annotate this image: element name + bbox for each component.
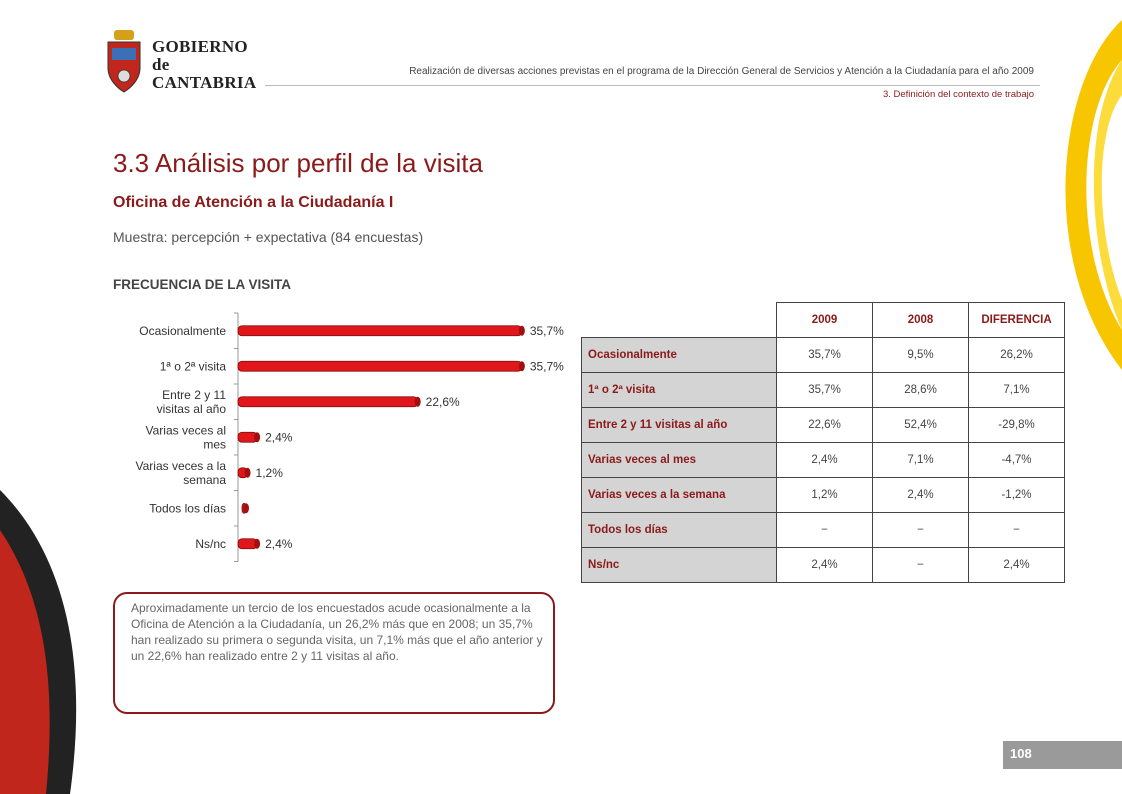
category-label: Todos los días [149,501,226,515]
table-row: Todos los días − − − [581,512,1065,548]
cell-diferencia: − [968,512,1065,548]
chart-bar-cap [244,467,251,478]
cell-diferencia: 26,2% [968,337,1065,373]
table-header-row: 2009 2008 DIFERENCIA [581,302,1065,338]
header-section-label: 3. Definición del contexto de trabajo [882,89,1034,100]
cantabria-logo [104,28,254,98]
table-row: Entre 2 y 11 visitas al año 22,6% 52,4% -29… [581,407,1065,443]
summary-box: Aproximadamente un tercio de los encuest… [113,592,555,714]
cell-diferencia: -1,2% [968,477,1065,513]
category-label: Ocasionalmente [139,324,226,338]
chart-bar [237,360,523,372]
decorative-right-swoosh [1065,20,1122,370]
logo-line-3: CANTABRIA [152,73,257,92]
chart-bar [237,325,523,337]
cell-2009: 1,2% [776,477,873,513]
summary-text: Aproximadamente un tercio de los encuest… [131,601,543,663]
cell-diferencia: 7,1% [968,372,1065,408]
table-corner-cell [581,302,777,338]
row-label: Ocasionalmente [581,337,777,373]
cell-diferencia: -4,7% [968,442,1065,478]
table-row: 1ª o 2ª visita 35,7% 28,6% 7,1% [581,372,1065,408]
category-label: 1ª o 2ª visita [160,359,227,373]
data-label: 35,7% [530,324,564,338]
chart-bar-cap [254,538,261,549]
coat-of-arms-icon [107,30,141,93]
comparison-table: 2009 2008 DIFERENCIA Ocasionalmente 35,7%… [581,302,1065,583]
page-number: 108 [1010,746,1032,761]
logo-line-1: GOBIERNO [152,37,248,56]
chart-bar [237,396,419,408]
data-label: 2,4% [265,430,293,444]
cell-2008: 7,1% [872,442,969,478]
data-label: 1,2% [256,466,284,480]
column-header-diferencia: DIFERENCIA [968,302,1065,338]
table-body: Ocasionalmente 35,7% 9,5% 26,2% 1ª o 2ª visi… [581,337,1065,583]
data-label: 35,7% [530,359,564,373]
cell-2008: 28,6% [872,372,969,408]
chart-bar-cap [254,432,261,443]
column-header-2008: 2008 [872,302,969,338]
decorative-left-swoosh [0,490,77,794]
sample-note: Muestra: percepción + expectativa (84 en… [113,229,424,245]
table-row: Varias veces al mes 2,4% 7,1% -4,7% [581,442,1065,478]
logo-wordmark: GOBIERNO de CANTABRIA [152,38,256,92]
table-row: Ocasionalmente 35,7% 9,5% 26,2% [581,337,1065,373]
row-label: Ns/nc [581,547,777,583]
chart-bar-cap [518,361,525,372]
page-title: 3.3 Análisis por perfil de la visita [113,148,483,178]
cell-2009: 35,7% [776,337,873,373]
cell-2009: 35,7% [776,372,873,408]
logo-line-2: de [152,55,170,74]
cell-diferencia: 2,4% [968,547,1065,583]
header-divider [265,85,1040,86]
chart-bar-cap [518,325,525,336]
row-label: Varias veces a la semana [581,477,777,513]
category-label: Ns/nc [195,537,226,551]
cell-2009: 2,4% [776,547,873,583]
row-label: Varias veces al mes [581,442,777,478]
row-label: 1ª o 2ª visita [581,372,777,408]
cell-2008: 52,4% [872,407,969,443]
table-row: Varias veces a la semana 1,2% 2,4% -1,2% [581,477,1065,513]
cell-2008: − [872,512,969,548]
data-label: 22,6% [426,395,460,409]
cell-diferencia: -29,8% [968,407,1065,443]
cell-2008: − [872,547,969,583]
column-header-2009: 2009 [776,302,873,338]
cell-2008: 9,5% [872,337,969,373]
row-label: Entre 2 y 11 visitas al año [581,407,777,443]
data-label: 2,4% [265,537,293,551]
table-row: Ns/nc 2,4% −2,4% [581,547,1065,583]
cell-2009: 22,6% [776,407,873,443]
cell-2008: 2,4% [872,477,969,513]
page-number-bar [1003,741,1122,769]
page-heading: Oficina de Atención a la Ciudadanía I [113,194,394,211]
cell-2009: − [776,512,873,548]
category-label: Entre 2 y 11 visitas al año [157,388,227,416]
category-label: Varias veces al mes [146,423,226,451]
frequency-bar-chart: Ocasionalmente 35,7% 1ª o 2ª visita 35,7% En… [136,312,564,562]
chart-bar-cap [414,396,421,407]
category-label: Varias veces a la semana [136,459,227,487]
cell-2009: 2,4% [776,442,873,478]
chart-title: FRECUENCIA DE LA VISITA [113,277,292,292]
row-label: Todos los días [581,512,777,548]
chart-bar-cap [243,503,249,514]
header-subtitle: Realización de diversas acciones previst… [409,66,1034,77]
